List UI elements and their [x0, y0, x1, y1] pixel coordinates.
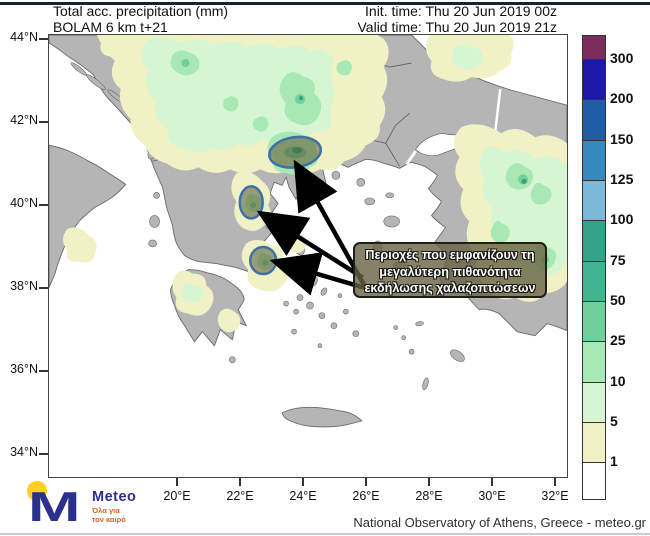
colorbar-segment [583, 221, 605, 262]
valid-time: Valid time: Thu 20 Jun 2019 21z [357, 19, 558, 35]
map-canvas [48, 34, 568, 478]
colorbar-segment [583, 36, 605, 60]
colorbar-segment [583, 100, 605, 141]
model-info: BOLAM 6 km t+21 [53, 19, 168, 35]
colorbar-segment [583, 60, 605, 100]
hail-region-central [238, 185, 264, 220]
credit-text: National Observatory of Athens, Greece -… [353, 515, 646, 530]
arrow-to-south-region [269, 252, 365, 296]
colorbar-segment [583, 262, 605, 302]
product-title: Total acc. precipitation (mm) [53, 3, 229, 19]
colorbar-segment [583, 181, 605, 221]
lat-tick [39, 121, 48, 123]
tagline-line1: Όλα για [92, 506, 120, 515]
colorbar-label-25: 25 [610, 332, 626, 348]
lon-tick [365, 478, 367, 486]
lon-tick [176, 478, 178, 486]
lon-label-28e: 28°E [415, 489, 443, 503]
lat-label-42n: 42°N [10, 113, 38, 127]
colorbar-segment [583, 141, 605, 181]
landmass-italy [49, 144, 127, 288]
meteo-logo-m-icon: M [28, 483, 81, 530]
colorbar-segment [583, 463, 605, 499]
time-header: Init. time: Thu 20 Jun 2019 00z Valid ti… [358, 3, 558, 35]
hail-annotation-box: Περιοχές που εμφανίζουν τη μεγαλύτερη πι… [353, 242, 547, 298]
colorbar-segment [583, 383, 605, 423]
lat-label-38n: 38°N [10, 279, 38, 293]
annotation-line1: Περιοχές που εμφανίζουν τη [365, 248, 535, 262]
lon-tick [491, 478, 493, 486]
bosphorus-strait [494, 88, 502, 132]
colorbar-label-150: 150 [610, 131, 634, 147]
colorbar-label-100: 100 [610, 211, 634, 227]
lon-tick [554, 478, 556, 486]
lat-tick [39, 453, 48, 455]
lat-tick [39, 370, 48, 372]
lat-tick [39, 38, 48, 40]
lat-tick [39, 204, 48, 206]
arrow-to-central-region [256, 210, 364, 280]
lon-label-30e: 30°E [478, 489, 506, 503]
bottom-border-line [0, 533, 650, 535]
colorbar-label-50: 50 [610, 292, 626, 308]
lat-label-34n: 34°N [10, 445, 38, 459]
lon-label-32e: 32°E [541, 489, 569, 503]
lon-label-20e: 20°E [163, 489, 191, 503]
lon-label-26e: 26°E [352, 489, 380, 503]
lat-tick [39, 287, 48, 289]
lat-label-44n: 44°N [10, 30, 38, 44]
meteo-logo-tagline: Όλα για τον καιρό [92, 506, 126, 524]
colorbar-label-1: 1 [610, 453, 618, 469]
colorbar-segment [583, 302, 605, 342]
colorbar-label-5: 5 [610, 413, 618, 429]
lon-tick [428, 478, 430, 486]
tagline-line2: τον καιρό [92, 515, 126, 524]
colorbar-label-300: 300 [610, 50, 634, 66]
lon-tick [302, 478, 304, 486]
init-time: Init. time: Thu 20 Jun 2019 00z [365, 3, 557, 19]
colorbar-label-125: 125 [610, 171, 634, 187]
lon-label-22e: 22°E [226, 489, 254, 503]
landmass-crete [281, 406, 363, 428]
annotation-line3: εκδήλωσης χαλαζοπτώσεων [364, 281, 536, 295]
meteo-logo-dot-icon [27, 481, 47, 501]
colorbar-label-75: 75 [610, 252, 626, 268]
dardanelles-strait [405, 150, 417, 166]
lat-label-36n: 36°N [10, 362, 38, 376]
gulf-of-corinth [182, 264, 247, 277]
annotation-line2: μεγαλύτερη πιθανότητα [379, 264, 521, 279]
colorbar-label-10: 10 [610, 373, 626, 389]
top-border-line [0, 2, 650, 5]
colorbar-segment [583, 423, 605, 463]
lon-tick [239, 478, 241, 486]
lat-label-40n: 40°N [10, 196, 38, 210]
precipitation-colorbar [582, 35, 606, 500]
lon-label-24e: 24°E [289, 489, 317, 503]
colorbar-label-200: 200 [610, 90, 634, 106]
hail-region-south [248, 245, 278, 276]
meteo-logo-name: Meteo [92, 489, 137, 505]
colorbar-segment [583, 342, 605, 383]
product-header: Total acc. precipitation (mm) BOLAM 6 km… [53, 3, 228, 35]
